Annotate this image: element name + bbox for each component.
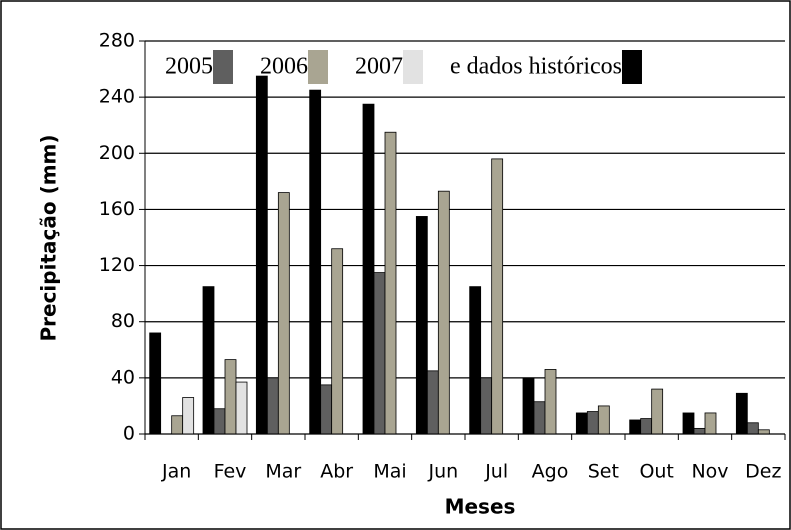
legend-label: 2006 — [260, 54, 308, 80]
x-tick-label: Fev — [214, 461, 247, 483]
x-tick-label: Jul — [484, 461, 508, 483]
y-tick-label: 200 — [99, 142, 135, 164]
bar — [255, 75, 268, 435]
bar — [362, 103, 375, 435]
y-tick-label: 160 — [99, 198, 135, 220]
bar — [224, 359, 237, 435]
x-tick-label: Set — [588, 461, 619, 483]
bar — [629, 419, 642, 435]
x-axis-label: Meses — [445, 495, 516, 519]
bar — [682, 412, 695, 435]
y-tick-label: 80 — [111, 310, 135, 332]
bar — [415, 216, 428, 435]
x-tick-label: Abr — [320, 461, 353, 483]
x-tick-label: Dez — [745, 461, 781, 483]
bar — [757, 429, 770, 435]
x-tick-label: Out — [639, 461, 673, 483]
bar — [320, 384, 333, 435]
legend-label: 2007 — [355, 54, 403, 80]
x-tick-label: Jan — [161, 461, 191, 483]
bar — [266, 377, 279, 435]
bar — [522, 377, 535, 435]
x-tick-label: Ago — [532, 461, 569, 483]
bar — [331, 248, 344, 435]
bar — [437, 190, 450, 435]
bar — [213, 408, 226, 435]
legend-swatch — [621, 50, 642, 84]
bar — [373, 272, 386, 435]
bar — [384, 131, 397, 435]
bar — [182, 397, 195, 435]
legend-swatch — [213, 50, 233, 84]
bar — [746, 422, 759, 435]
bar — [480, 377, 493, 435]
y-tick-label: 40 — [111, 366, 135, 388]
bar — [693, 427, 706, 435]
legend-swatch — [403, 50, 423, 84]
bar — [597, 405, 610, 435]
legend-swatch — [308, 50, 328, 84]
bar — [586, 411, 599, 435]
bar — [277, 192, 290, 435]
y-tick-label: 240 — [99, 86, 135, 108]
y-tick-label: 0 — [123, 423, 135, 445]
bar — [640, 418, 653, 435]
legend-label: e dados históricos — [450, 54, 622, 80]
bar — [491, 158, 504, 435]
y-tick-label: 120 — [99, 254, 135, 276]
bar — [149, 332, 162, 435]
bar — [735, 392, 748, 435]
bar — [704, 412, 717, 435]
y-axis-label: Precipitação (mm) — [37, 134, 61, 341]
bar — [202, 286, 215, 435]
x-tick-label: Nov — [691, 461, 728, 483]
x-tick-label: Mai — [373, 461, 406, 483]
bar — [575, 412, 588, 435]
bar — [651, 388, 664, 435]
bar — [171, 415, 184, 435]
x-tick-label: Jun — [427, 461, 458, 483]
bar — [235, 381, 248, 435]
bar — [309, 89, 322, 435]
bar — [426, 370, 439, 435]
bar — [469, 286, 482, 435]
bar — [544, 369, 557, 435]
bar — [533, 401, 546, 435]
y-tick-label: 280 — [99, 30, 135, 52]
x-tick-label: Mar — [265, 461, 301, 483]
legend-label: 2005 — [165, 54, 213, 80]
